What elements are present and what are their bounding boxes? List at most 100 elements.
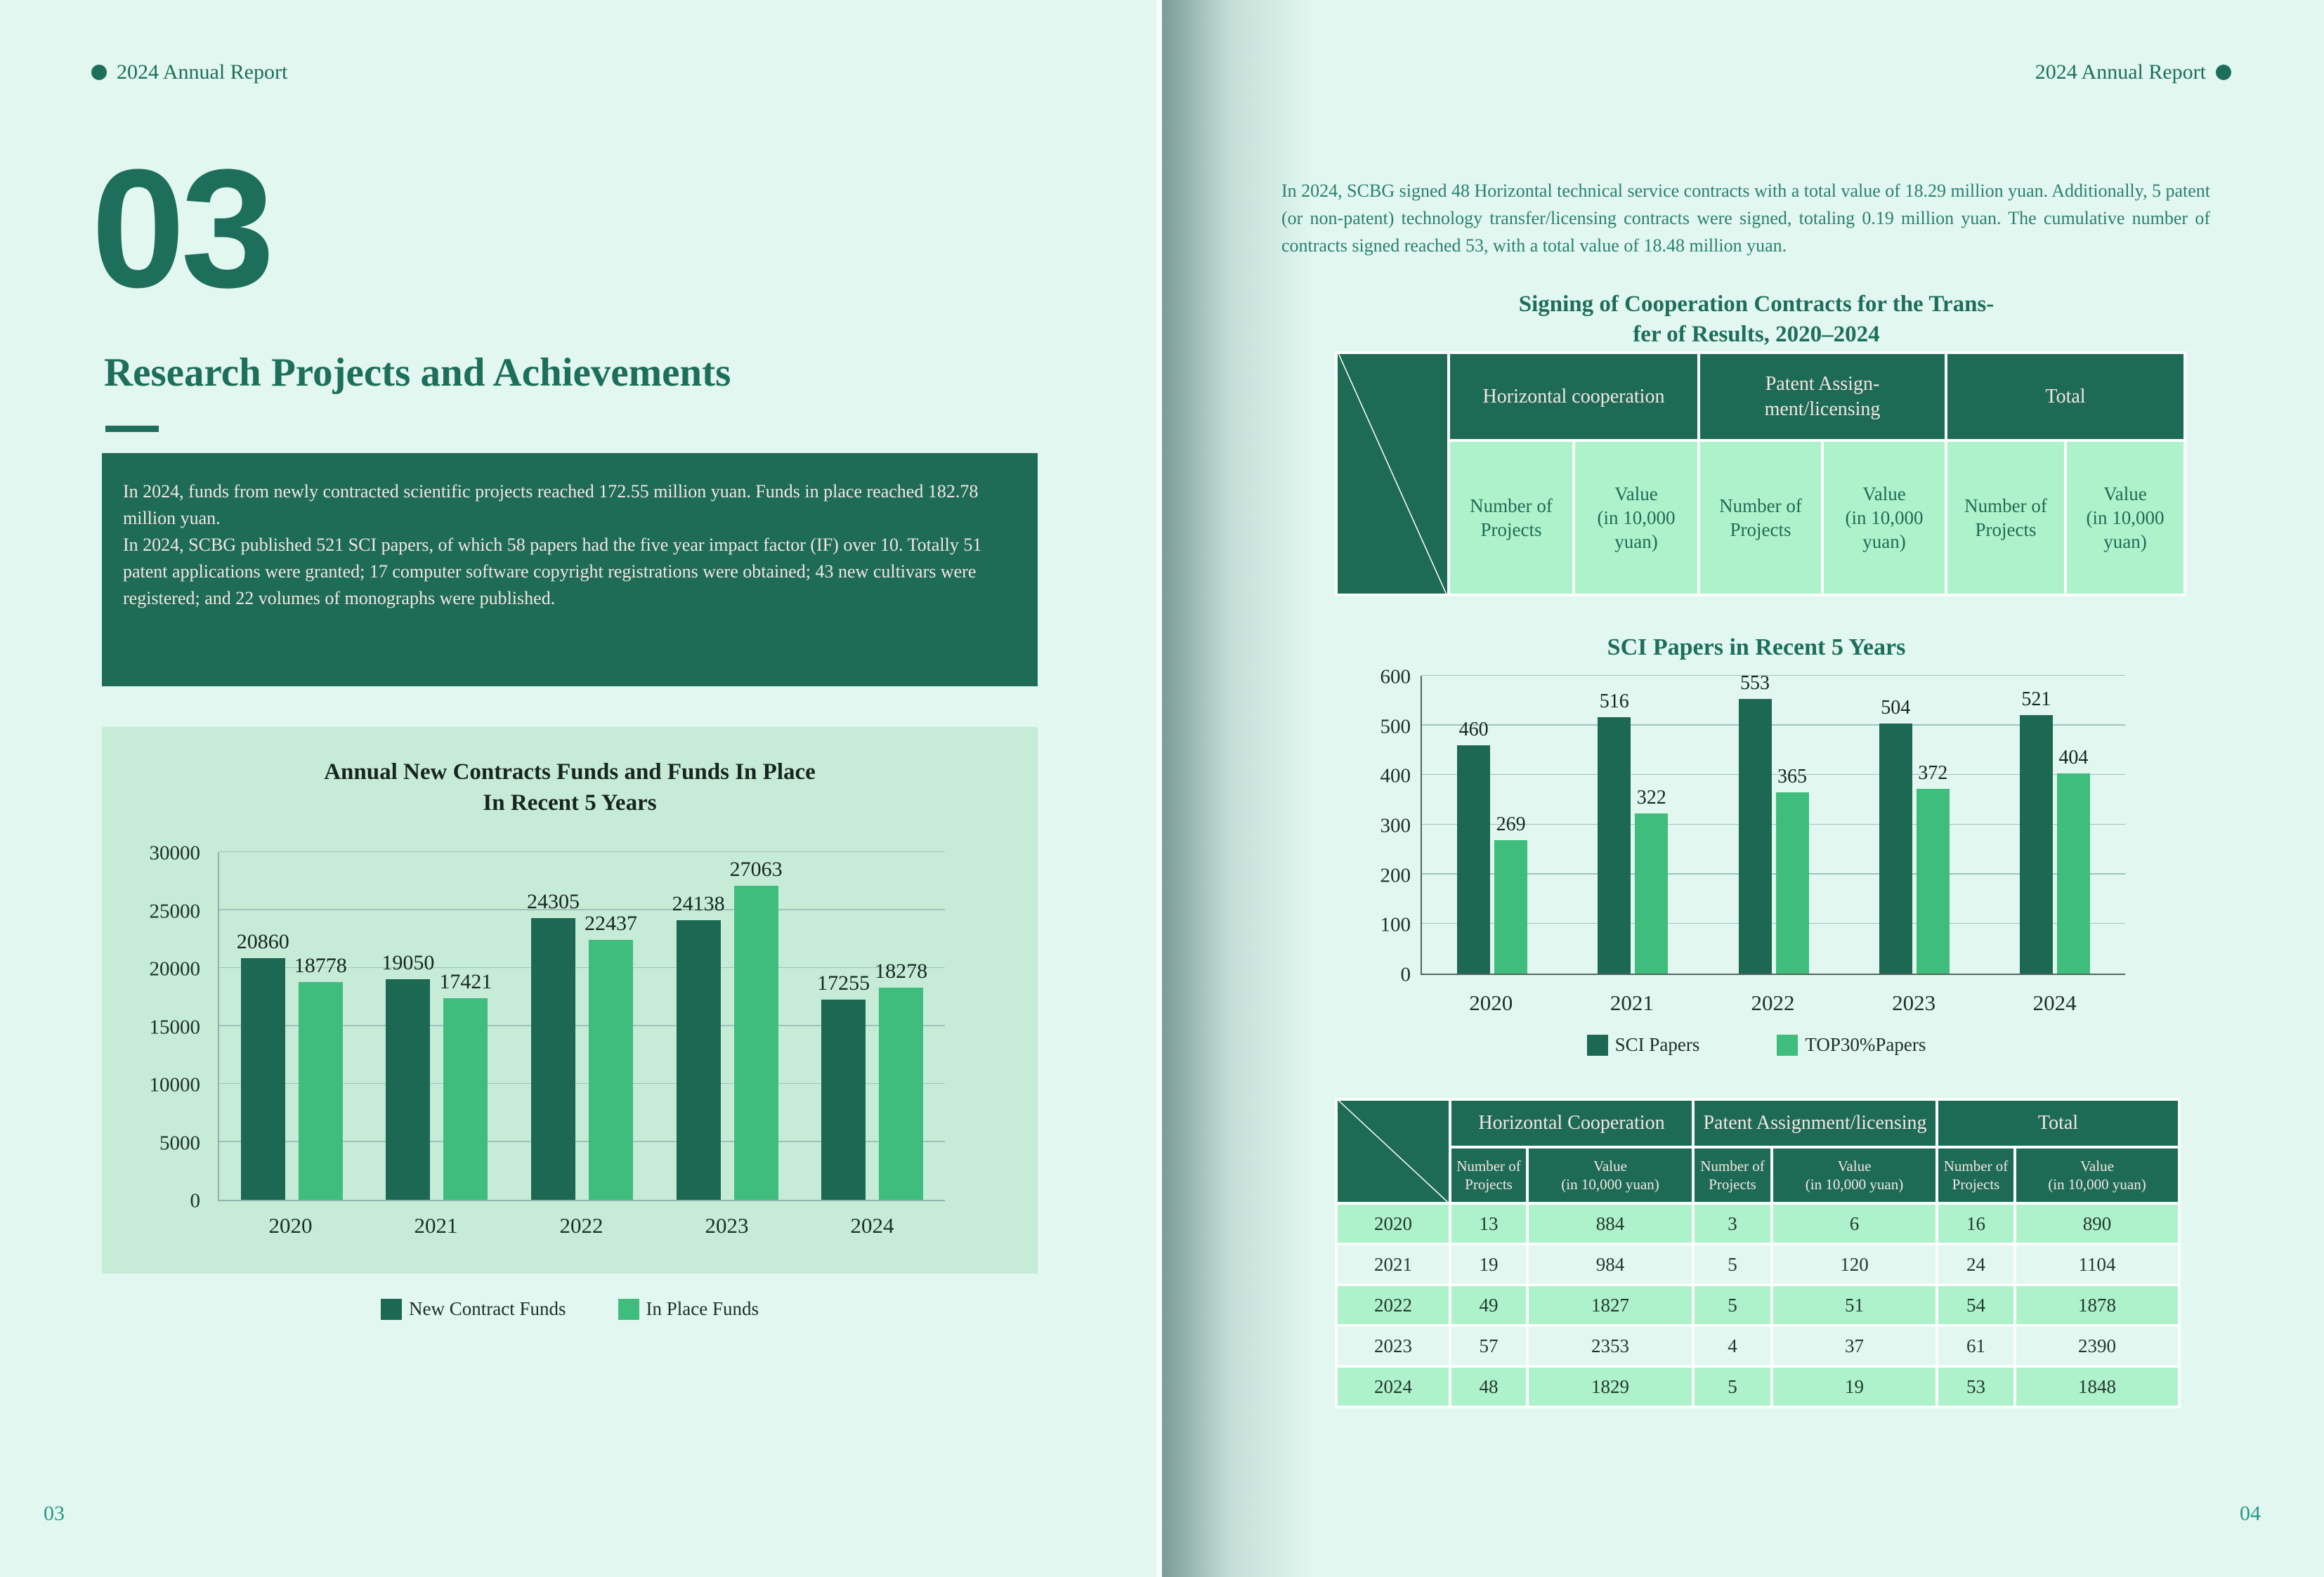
page-number-right: 04 <box>2240 1502 2261 1525</box>
contracts-table-title: Signing of Cooperation Contracts for the… <box>1335 289 2178 350</box>
subheader-cell: Number of Projects <box>1945 439 2067 596</box>
bar-value-label: 17421 <box>439 969 492 993</box>
annual-funds-x-axis: 2020 2021 2022 2023 2024 <box>218 1213 945 1238</box>
axis-tick-label: 30000 <box>149 842 201 865</box>
bar-column: 19050 <box>381 951 434 1200</box>
group-header: Horizontal Cooperation <box>1449 1098 1695 1149</box>
group-header: Total <box>1935 1098 2181 1149</box>
chapter-number: 03 <box>91 134 275 322</box>
chapter-title: Research Projects and Achievements <box>104 351 731 395</box>
bar-column: 20860 <box>237 930 289 1200</box>
subheader-cell: Value (in 10,000 yuan) <box>1526 1146 1695 1205</box>
bar <box>2019 714 2053 974</box>
annual-funds-chart-title: Annual New Contracts Funds and Funds In … <box>324 759 816 816</box>
page-left: 2024 Annual Report 03 Research Projects … <box>44 60 1038 1525</box>
bar-group: 19050 17421 <box>365 852 510 1200</box>
diagonal-line <box>1338 354 1447 594</box>
axis-tick-label: 200 <box>1380 864 1411 887</box>
bar-group: 24305 22437 <box>509 852 655 1200</box>
annual-funds-legend: New Contract Funds In Place Funds <box>102 1298 1038 1320</box>
axis-tick-label: 100 <box>1380 913 1411 936</box>
title-underline <box>105 426 159 432</box>
bar <box>676 920 721 1200</box>
bars-layer: 20860 18778 19050 17421 24305 22437 24138 27063… <box>219 852 945 1200</box>
bar-value-label: 516 <box>1599 691 1629 713</box>
legend-label: SCI Papers <box>1614 1034 1700 1055</box>
bar <box>2056 773 2090 974</box>
page-right: 2024 Annual Report In 2024, SCBG signed … <box>1162 0 2324 1577</box>
bar-value-label: 19050 <box>381 950 435 974</box>
year-cell: 2022 <box>1335 1283 1451 1327</box>
bar-group: 24138 27063 <box>655 852 800 1200</box>
summary-paragraph-2: In 2024, SCBG published 521 SCI papers, … <box>123 535 982 608</box>
axis-tick-label: 0 <box>190 1189 201 1212</box>
bar-column: 269 <box>1494 813 1528 974</box>
subheader-cell: Value (in 10,000 yuan) <box>1770 1146 1938 1205</box>
diagonal-line <box>1338 1101 1449 1202</box>
year-cell: 2020 <box>1335 1202 1451 1245</box>
bar <box>1598 717 1631 974</box>
contracts-data-table: Horizontal Cooperation Patent Assignment… <box>1335 1098 2181 1408</box>
bar-column: 17421 <box>439 970 492 1200</box>
bar-value-label: 269 <box>1496 813 1526 835</box>
annual-funds-chart-panel: Annual New Contracts Funds and Funds In … <box>102 727 1038 1274</box>
bar-value-label: 22437 <box>584 911 637 935</box>
bar <box>588 939 633 1200</box>
contracts-table-title-line2: fer of Results, 2020–2024 <box>1633 322 1880 347</box>
bar-group: 521 404 <box>1985 676 2125 974</box>
bar-value-label: 18778 <box>294 954 347 978</box>
subheader-cell: Number of Projects <box>1449 1146 1529 1205</box>
gridline <box>1422 823 2125 825</box>
left-page-header: 2024 Annual Report <box>91 60 287 84</box>
year-cell: 2024 <box>1335 1365 1451 1408</box>
gridline <box>219 851 945 852</box>
page-number-left: 03 <box>44 1502 65 1525</box>
diagonal-corner-cell <box>1335 351 1450 596</box>
bar <box>530 917 575 1200</box>
table-row: 2024 48 1829 5 19 53 1848 <box>1335 1365 2181 1408</box>
legend-swatch <box>1777 1034 1799 1056</box>
bar-group: 20860 18778 <box>219 852 365 1200</box>
bar-group: 504 372 <box>1844 676 1985 974</box>
gridline <box>1422 922 2125 924</box>
legend-item: In Place Funds <box>618 1298 759 1320</box>
sci-chart-x-axis: 2020 2021 2022 2023 2024 <box>1421 990 2125 1016</box>
legend-item: SCI Papers <box>1586 1034 1700 1056</box>
bar-value-label: 24138 <box>672 891 725 915</box>
bar-column: 22437 <box>585 912 637 1200</box>
bar-value-label: 20860 <box>236 929 289 953</box>
table-row: 2021 19 984 5 120 24 1104 <box>1335 1243 2181 1286</box>
bar-column: 553 <box>1738 672 1772 974</box>
bar <box>1494 839 1528 974</box>
axis-tick-label: 20000 <box>149 957 201 981</box>
axis-tick-label: 2022 <box>1751 990 1795 1015</box>
gridline <box>219 967 945 968</box>
legend-swatch <box>381 1298 403 1320</box>
diagonal-corner-cell <box>1335 1098 1451 1205</box>
bar-column: 365 <box>1775 766 1809 974</box>
header-dot-icon <box>2216 65 2231 80</box>
bar <box>298 982 343 1200</box>
gridline <box>219 1082 945 1084</box>
axis-tick-label: 15000 <box>149 1016 201 1038</box>
bar <box>733 886 778 1200</box>
header-dot-icon <box>91 65 107 80</box>
bars-layer: 460 269 516 322 553 365 504 372 521 404 <box>1422 672 2125 974</box>
bar <box>821 1000 866 1200</box>
year-cell: 2021 <box>1335 1243 1451 1286</box>
subheader-cell: Number of Projects <box>1447 439 1575 596</box>
axis-tick-label: 25000 <box>149 900 201 922</box>
bar-value-label: 460 <box>1458 718 1489 740</box>
bar <box>879 988 924 1200</box>
gridline <box>219 1025 945 1026</box>
bar-value-label: 404 <box>2058 746 2089 768</box>
bar-column: 404 <box>2056 746 2090 974</box>
bar-value-label: 521 <box>2021 688 2051 710</box>
bar-column: 322 <box>1635 787 1669 974</box>
legend-label: New Contract Funds <box>409 1298 566 1319</box>
legend-swatch <box>618 1298 639 1320</box>
bar-value-label: 553 <box>1740 672 1770 695</box>
axis-tick-label: 2024 <box>850 1213 894 1238</box>
report-title: 2024 Annual Report <box>117 60 288 84</box>
gutter-shadow <box>1162 0 1313 1577</box>
